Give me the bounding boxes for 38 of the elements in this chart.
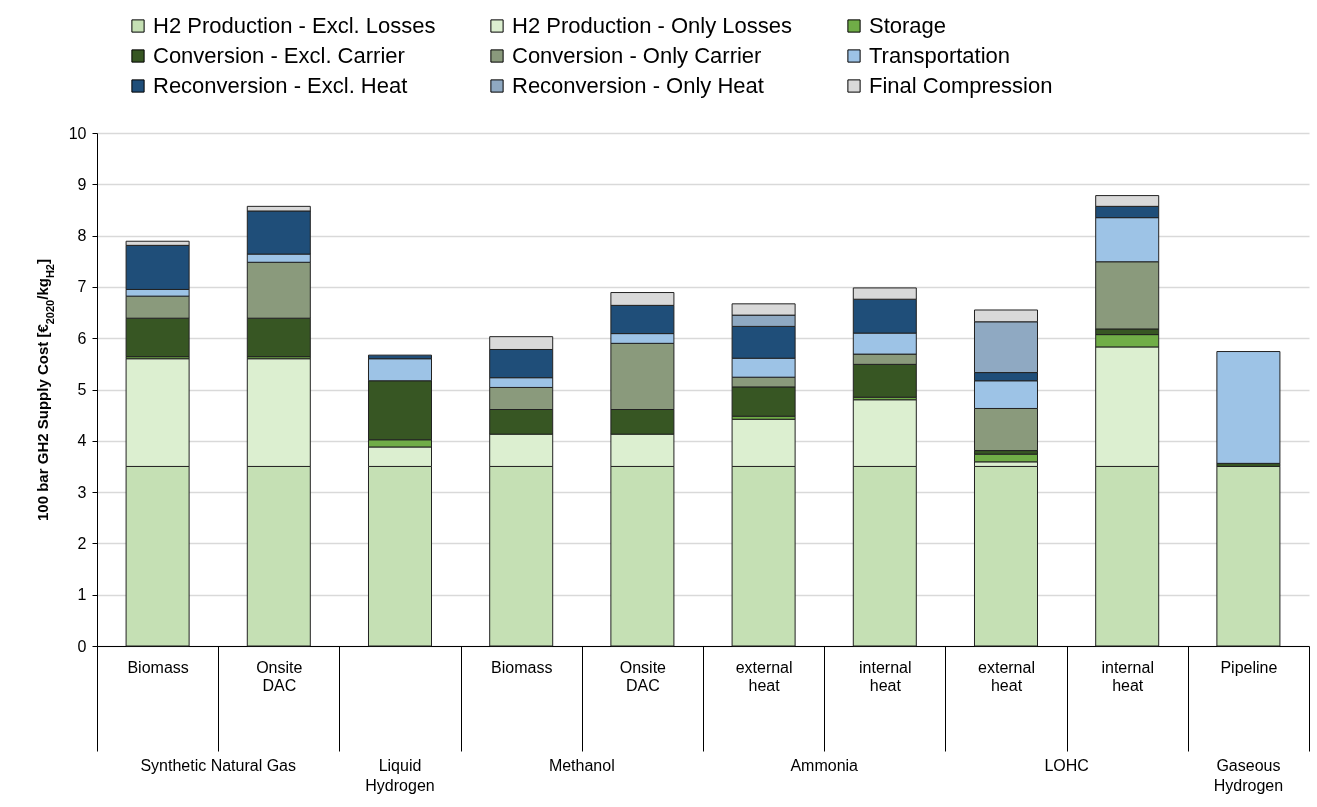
y-tick-label: 9 xyxy=(77,175,87,193)
y-tick-label: 7 xyxy=(77,278,87,296)
text: Synthetic Natural Gas xyxy=(140,757,297,774)
y-tick-label: 6 xyxy=(77,329,87,347)
legend-label: Conversion - Excl. Carrier xyxy=(153,43,405,68)
y-tick-label: 2 xyxy=(77,534,87,552)
legend-label: Transportation xyxy=(869,43,1011,68)
x-tick-label: Biomass xyxy=(127,658,189,676)
bar xyxy=(1216,465,1281,647)
legend-label: Final Compression xyxy=(869,73,1053,98)
y-tick-label: 8 xyxy=(77,227,87,245)
text: Ammonia xyxy=(790,757,859,774)
x-tick-label: internal heat xyxy=(1101,658,1154,694)
x-tick-label: Biomass xyxy=(491,658,553,676)
legend-label: H2 Production - Excl. Losses xyxy=(153,13,436,38)
x-tick-label: external heat xyxy=(735,658,793,694)
text: Methanol xyxy=(548,757,615,774)
x-tick-label: Onsite DAC xyxy=(619,658,667,694)
text: Gaseous Hydrogen xyxy=(1213,757,1284,794)
x-tick-label: external heat xyxy=(978,658,1035,694)
legend-label: H2 Production - Only Losses xyxy=(512,13,793,38)
y-tick-label: 4 xyxy=(77,432,87,450)
legend-label: Conversion - Only Carrier xyxy=(512,43,762,68)
y-tick-label: 1 xyxy=(77,586,87,604)
y-tick-label: 5 xyxy=(77,381,87,398)
legend-label: Storage xyxy=(869,13,947,38)
x-tick-label: Pipeline xyxy=(1220,658,1278,676)
bar xyxy=(973,465,1039,647)
text: Liquid Hydrogen xyxy=(365,757,435,794)
y-tick-label: 10 xyxy=(68,124,87,142)
legend-label: Reconversion - Excl. Heat xyxy=(153,73,408,98)
bar xyxy=(1216,351,1281,464)
x-tick-label: Onsite DAC xyxy=(256,658,303,694)
x-tick-label: internal heat xyxy=(859,658,912,694)
y-tick-label: 3 xyxy=(77,483,87,501)
text: LOHC xyxy=(1044,757,1089,774)
y-tick-label: 0 xyxy=(77,637,87,655)
legend-label: Reconversion - Only Heat xyxy=(512,73,764,98)
